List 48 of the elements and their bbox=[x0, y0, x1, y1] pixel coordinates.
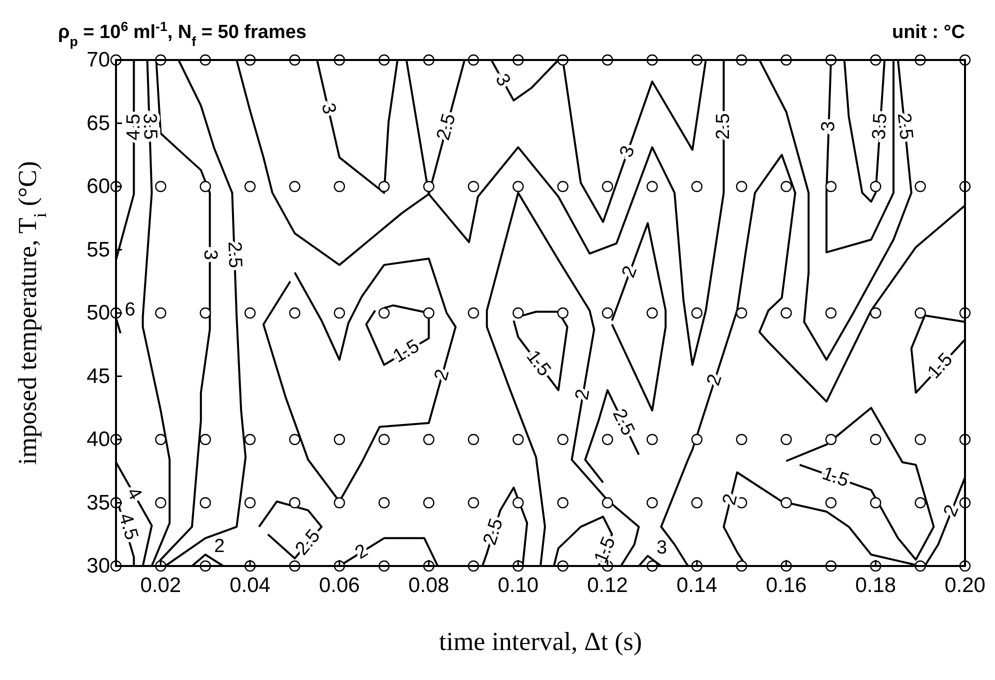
text: 2.5 bbox=[292, 526, 325, 560]
x-tick-label: 0.20 bbox=[944, 574, 986, 597]
text: 1.5 bbox=[522, 346, 555, 380]
text: 2.5 bbox=[892, 112, 916, 141]
text: 3 bbox=[818, 120, 840, 132]
y-tick-label: 30 bbox=[86, 554, 110, 578]
text: 2.5 bbox=[608, 406, 638, 439]
y-tick-label: 45 bbox=[86, 364, 110, 388]
y-tick-label: 55 bbox=[86, 238, 110, 262]
text: 2 bbox=[352, 540, 372, 564]
y-tick-label: 65 bbox=[86, 112, 110, 135]
y-tick-label: 60 bbox=[86, 175, 110, 198]
x-tick-label: 0.16 bbox=[766, 574, 807, 597]
text: 2 bbox=[430, 367, 454, 383]
x-axis-title: time interval, Δt (s) bbox=[439, 627, 642, 656]
x-tick-label: 0.14 bbox=[676, 574, 718, 597]
y-tick-label: 40 bbox=[86, 428, 110, 451]
text: 1.5 bbox=[819, 463, 852, 492]
text: 3.5 bbox=[868, 112, 892, 140]
series-label: 3 bbox=[656, 537, 668, 558]
x-tick-label: 0.08 bbox=[408, 574, 450, 597]
x-tick-label: 0.12 bbox=[587, 574, 628, 597]
text: 2 bbox=[703, 372, 726, 388]
text: 3.5 bbox=[138, 112, 160, 140]
x-tick-label: 0.04 bbox=[230, 574, 271, 597]
y-tick-label: 50 bbox=[86, 302, 110, 324]
text: 3 bbox=[316, 101, 340, 116]
text: 1.5 bbox=[390, 336, 424, 368]
text: 2.5 bbox=[480, 516, 508, 548]
text: 2.5 bbox=[433, 112, 460, 143]
text: 2 bbox=[618, 263, 642, 280]
text: 2.5 bbox=[713, 113, 734, 140]
x-tick-label: 0.10 bbox=[498, 574, 539, 597]
x-tick-label: 0.02 bbox=[140, 574, 182, 597]
series-label: 6 bbox=[124, 300, 136, 321]
x-tick-label: 0.18 bbox=[855, 574, 896, 597]
text: 1.5 bbox=[924, 349, 958, 383]
chart-subtitle: unit : °C bbox=[892, 22, 966, 43]
text: 2.5 bbox=[223, 241, 246, 268]
text: 3 bbox=[490, 70, 514, 90]
series-label: 2 bbox=[214, 536, 225, 558]
x-tick-label: 0.06 bbox=[318, 574, 360, 597]
text: 2 bbox=[940, 502, 964, 520]
text: 2 bbox=[572, 388, 594, 402]
chart-title: ρ$_{p}$ = 10$^{6}$ ml$^{-1}$, N$_{f}$ = 50 frames bbox=[58, 18, 306, 48]
text: 3 bbox=[199, 250, 220, 260]
y-tick-label: 70 bbox=[86, 48, 110, 72]
y-tick-label: 35 bbox=[86, 491, 110, 514]
